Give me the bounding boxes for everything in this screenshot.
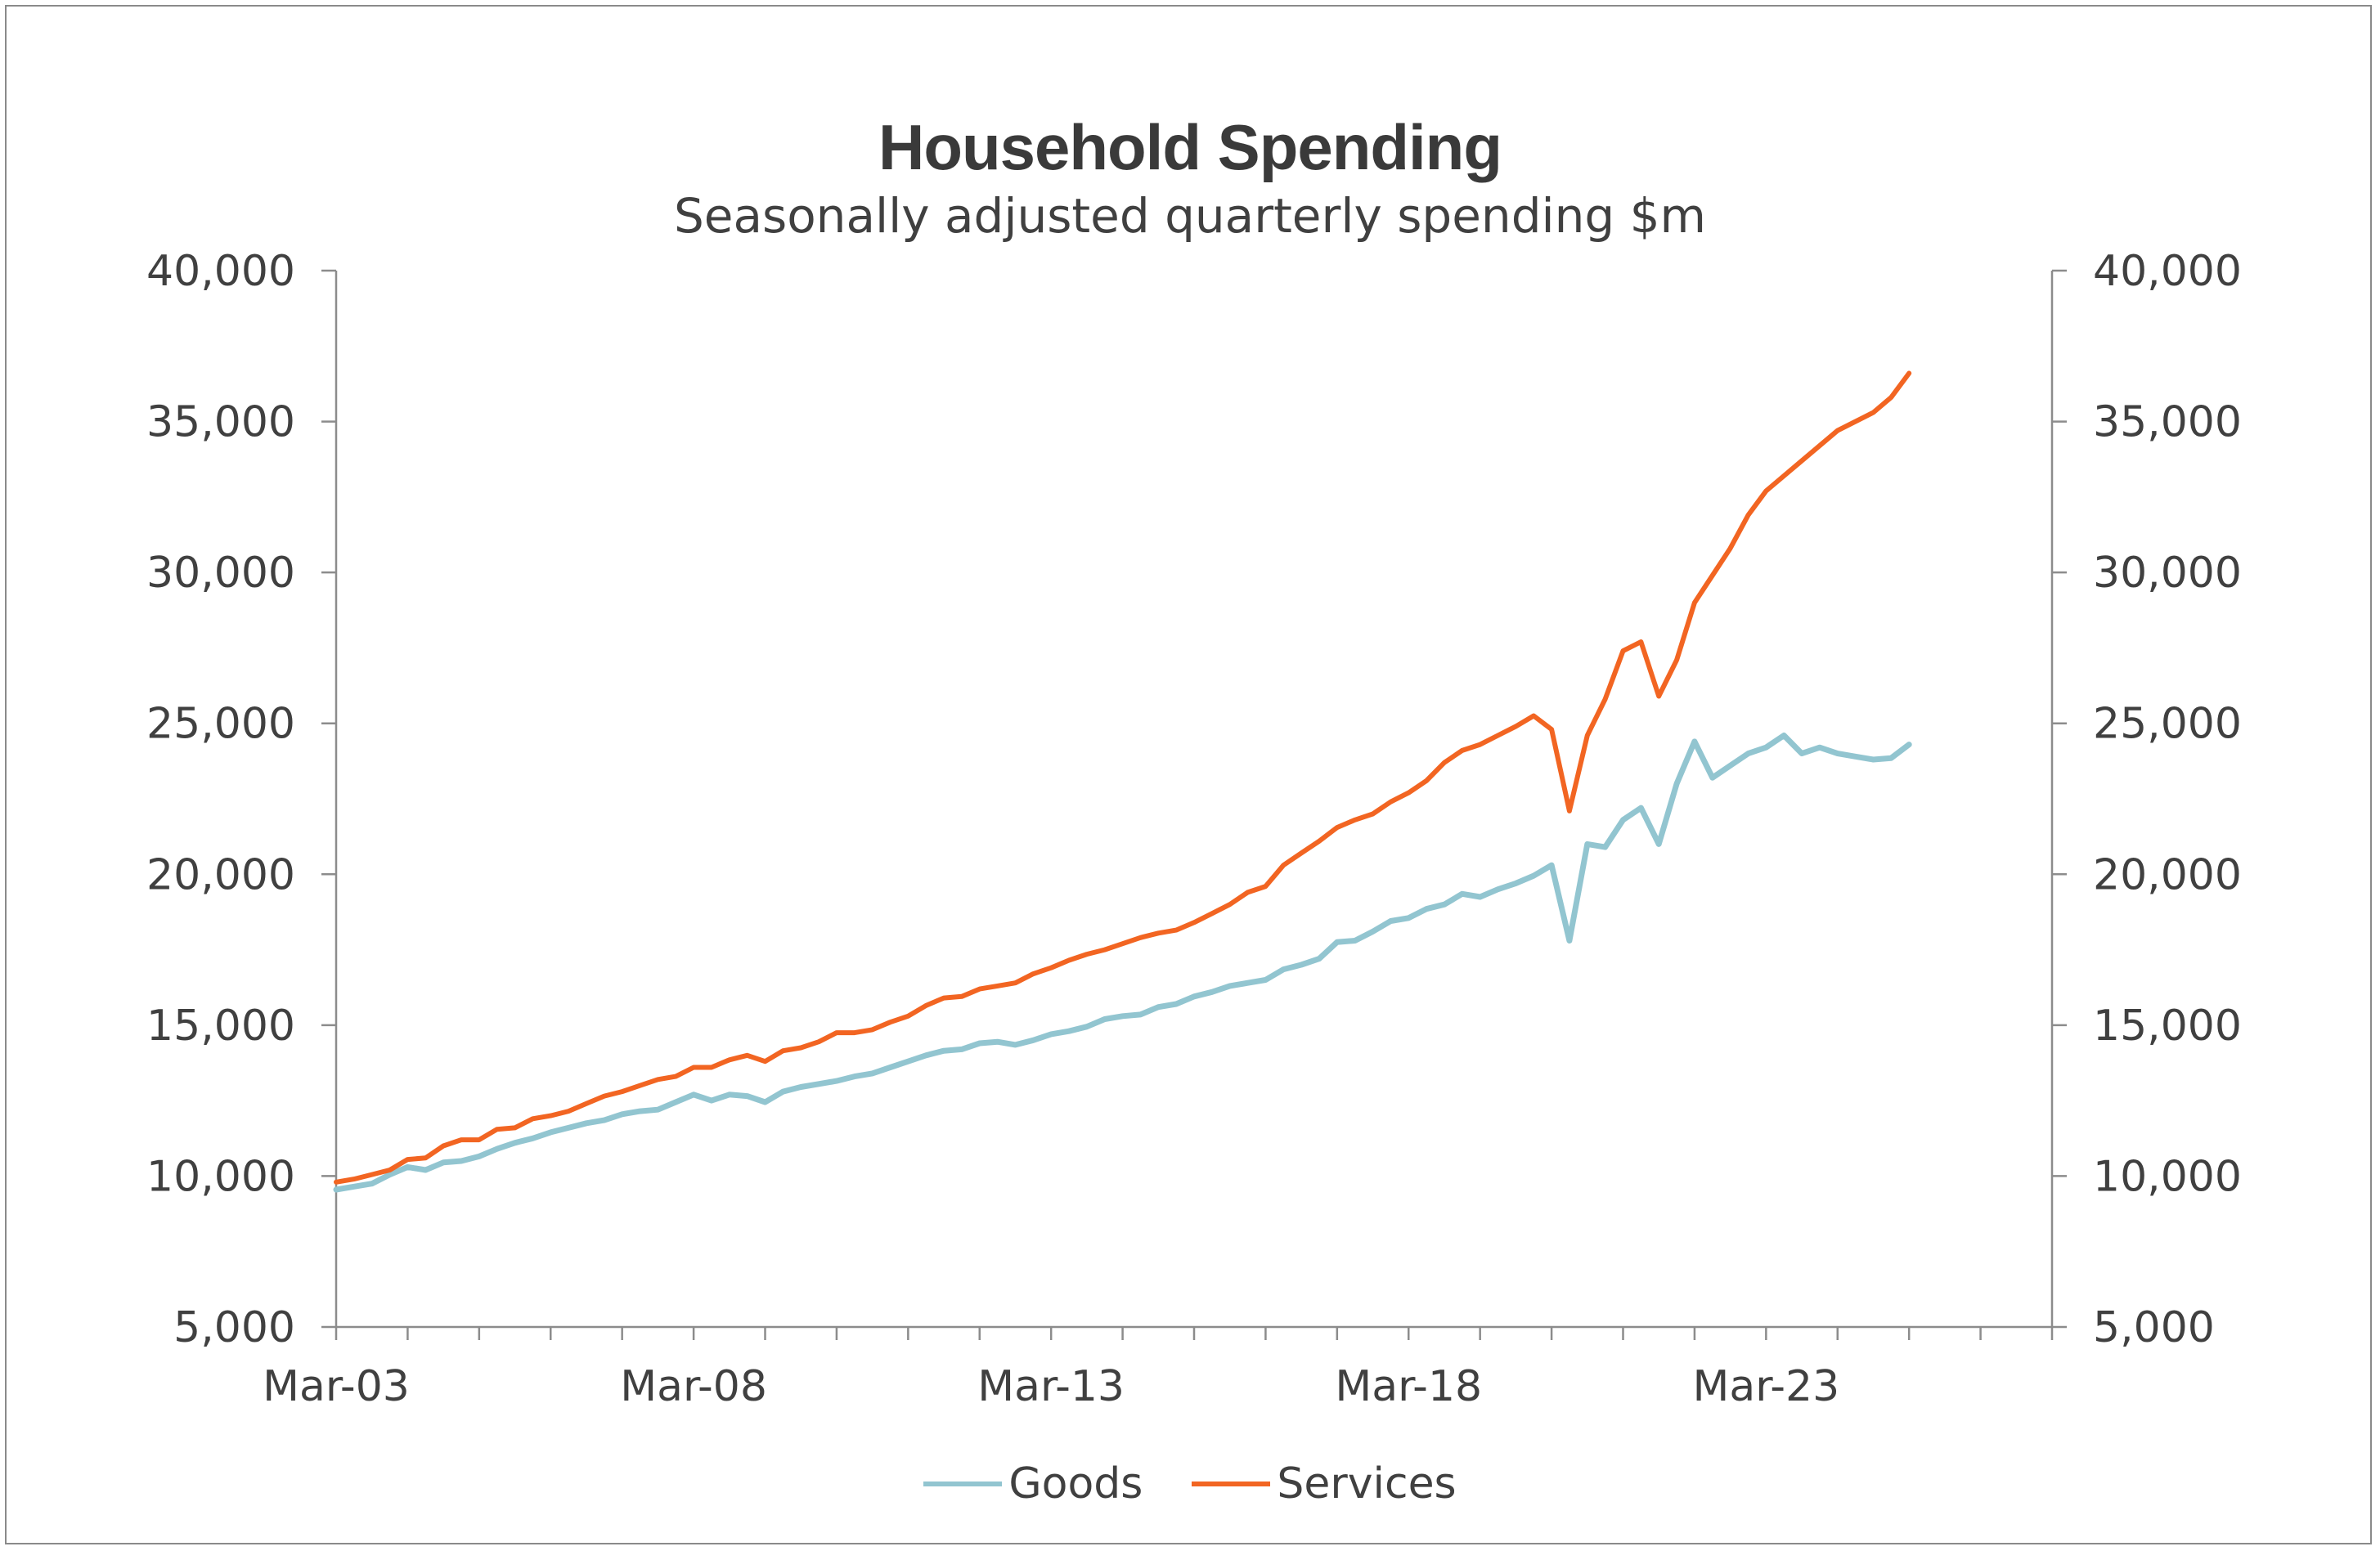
y-tick-label-left: 15,000	[146, 1002, 295, 1051]
x-tick-label: Mar-23	[1692, 1362, 1839, 1411]
chart-subtitle: Seasonally adjusted quarterly spending $…	[673, 188, 1707, 244]
goods-swatch	[923, 1482, 1003, 1486]
legend-label-services: Services	[1277, 1459, 1457, 1508]
services-swatch	[1192, 1482, 1271, 1486]
series-line-services	[334, 370, 1912, 1185]
y-tick-label-right: 20,000	[2093, 850, 2242, 899]
y-tick-label-right: 25,000	[2093, 700, 2242, 749]
y-tick-label-right: 5,000	[2093, 1303, 2215, 1352]
x-tick-label: Mar-03	[263, 1362, 410, 1411]
y-tick-label-left: 25,000	[146, 700, 295, 749]
y-tick-label-right: 40,000	[2093, 247, 2242, 296]
y-tick-label-left: 20,000	[146, 850, 295, 899]
y-tick-label-left: 40,000	[146, 247, 295, 296]
y-tick-label-left: 35,000	[146, 398, 295, 447]
legend-item-services: Services	[1192, 1459, 1457, 1508]
x-tick-label: Mar-08	[620, 1362, 767, 1411]
x-tick-label: Mar-13	[977, 1362, 1125, 1411]
legend-item-goods: Goods	[923, 1459, 1143, 1508]
y-tick-label-right: 30,000	[2093, 549, 2242, 598]
x-tick-label: Mar-18	[1335, 1362, 1482, 1411]
y-tick-label-right: 15,000	[2093, 1002, 2242, 1051]
y-tick-label-right: 35,000	[2093, 398, 2242, 447]
y-tick-label-left: 30,000	[146, 549, 295, 598]
series-line-goods	[333, 733, 1912, 1193]
y-tick-label-left: 5,000	[173, 1303, 295, 1352]
chart-title: Household Spending	[878, 111, 1502, 183]
y-tick-label-left: 10,000	[146, 1152, 295, 1201]
chart-frame	[5, 5, 2372, 1544]
legend-label-goods: Goods	[1008, 1459, 1143, 1508]
legend: Goods Services	[0, 1459, 2380, 1508]
y-tick-label-right: 10,000	[2093, 1152, 2242, 1201]
